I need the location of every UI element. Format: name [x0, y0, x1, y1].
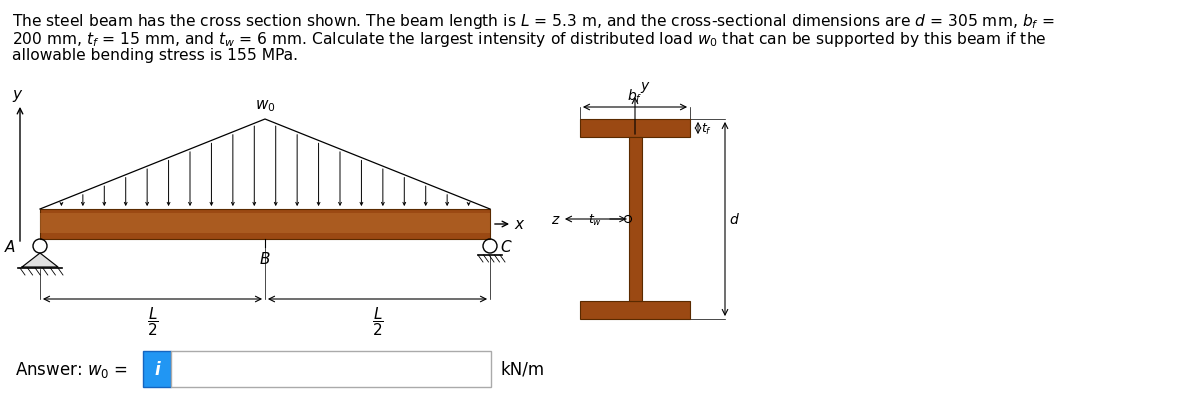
Text: $w_0$: $w_0$ [254, 98, 275, 114]
Text: kN/m: kN/m [500, 360, 544, 378]
Text: Answer: $w_0$ =: Answer: $w_0$ = [16, 359, 128, 379]
Text: $b_f$: $b_f$ [628, 88, 643, 105]
Text: $d$: $d$ [730, 212, 740, 227]
Text: $t_w$: $t_w$ [588, 212, 602, 227]
Polygon shape [22, 254, 58, 267]
Text: A: A [5, 240, 16, 255]
Text: $\dfrac{L}{2}$: $\dfrac{L}{2}$ [372, 304, 383, 337]
Text: $\dfrac{L}{2}$: $\dfrac{L}{2}$ [146, 304, 158, 337]
Text: allowable bending stress is 155 MPa.: allowable bending stress is 155 MPa. [12, 48, 298, 63]
Bar [172, 351, 491, 387]
Text: x: x [514, 217, 523, 232]
Text: y: y [12, 87, 22, 102]
Text: The steel beam has the cross section shown. The beam length is $L$ = 5.3 m, and : The steel beam has the cross section sho… [12, 12, 1055, 31]
Text: 200 mm, $t_f$ = 15 mm, and $t_w$ = 6 mm. Calculate the largest intensity of dist: 200 mm, $t_f$ = 15 mm, and $t_w$ = 6 mm.… [12, 30, 1046, 49]
Text: z: z [551, 213, 558, 227]
Bar [40, 213, 490, 234]
Bar [143, 351, 172, 387]
Bar [629, 138, 642, 301]
Bar [580, 120, 690, 138]
Bar [580, 301, 690, 319]
Text: i: i [154, 360, 160, 378]
Text: y: y [640, 79, 648, 93]
Bar [40, 209, 490, 239]
Text: $t_f$: $t_f$ [701, 121, 712, 136]
Text: B: B [259, 252, 270, 266]
Text: C: C [500, 240, 511, 255]
